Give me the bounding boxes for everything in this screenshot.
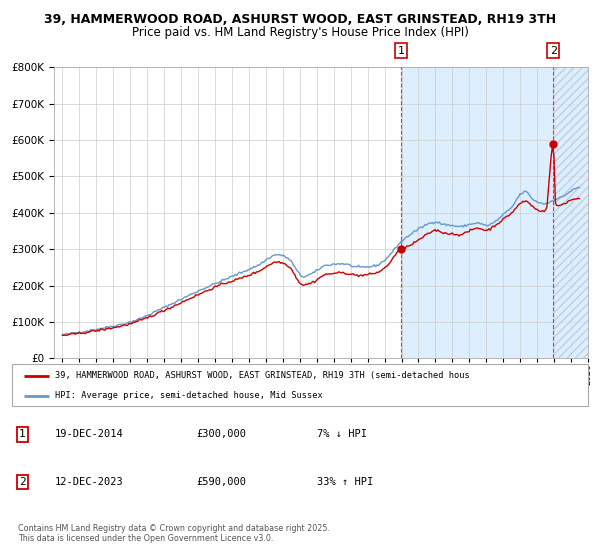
Text: 7% ↓ HPI: 7% ↓ HPI (317, 430, 367, 440)
Text: 1: 1 (398, 45, 404, 55)
Text: £300,000: £300,000 (196, 430, 247, 440)
Text: 12-DEC-2023: 12-DEC-2023 (55, 477, 124, 487)
Text: £590,000: £590,000 (196, 477, 247, 487)
Text: 33% ↑ HPI: 33% ↑ HPI (317, 477, 374, 487)
Bar (553, 67, 588, 358)
Text: Contains HM Land Registry data © Crown copyright and database right 2025.
This d: Contains HM Land Registry data © Crown c… (18, 524, 330, 543)
Text: 2: 2 (550, 45, 557, 55)
Text: 39, HAMMERWOOD ROAD, ASHURST WOOD, EAST GRINSTEAD, RH19 3TH (semi-detached hous: 39, HAMMERWOOD ROAD, ASHURST WOOD, EAST … (55, 371, 470, 380)
FancyBboxPatch shape (12, 364, 588, 406)
Text: Price paid vs. HM Land Registry's House Price Index (HPI): Price paid vs. HM Land Registry's House … (131, 26, 469, 39)
Text: 1: 1 (19, 430, 26, 440)
Bar (401, 67, 588, 358)
Text: 2: 2 (19, 477, 26, 487)
Text: 39, HAMMERWOOD ROAD, ASHURST WOOD, EAST GRINSTEAD, RH19 3TH: 39, HAMMERWOOD ROAD, ASHURST WOOD, EAST … (44, 13, 556, 26)
Text: 19-DEC-2014: 19-DEC-2014 (55, 430, 124, 440)
Text: HPI: Average price, semi-detached house, Mid Sussex: HPI: Average price, semi-detached house,… (55, 391, 323, 400)
